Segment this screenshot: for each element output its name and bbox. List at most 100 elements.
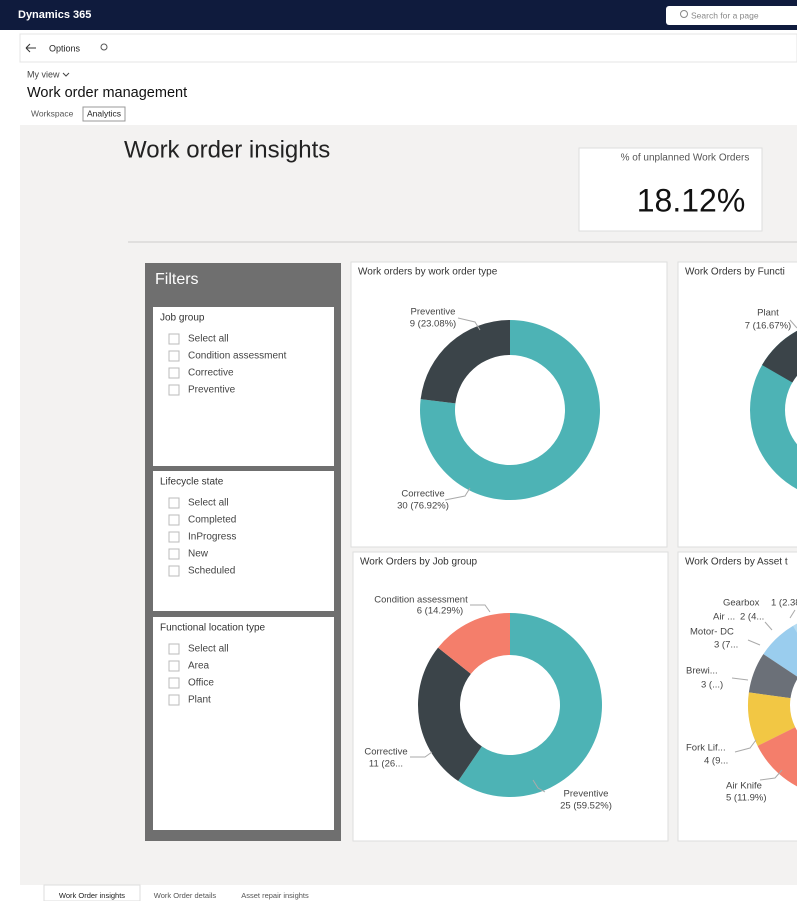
checkbox[interactable] xyxy=(168,367,180,379)
segment-label: 3 (7... xyxy=(714,640,738,651)
checkbox[interactable] xyxy=(168,677,180,689)
filter-option[interactable]: Corrective xyxy=(188,368,234,379)
donut-segment[interactable] xyxy=(748,654,797,699)
checkbox[interactable] xyxy=(168,565,180,577)
chart-title: Work Orders by Functi xyxy=(685,267,785,278)
checkbox[interactable] xyxy=(168,694,180,706)
report-tab[interactable]: Asset repair insights xyxy=(241,891,309,900)
filter-option[interactable]: Condition assessment xyxy=(188,351,287,362)
segment-name: Fork Lif... xyxy=(686,743,726,754)
report-tab[interactable]: Work Order details xyxy=(154,891,217,900)
filter-option[interactable]: InProgress xyxy=(188,532,236,543)
chart-title: Work Orders by Asset t xyxy=(685,557,788,568)
view-chevron xyxy=(62,72,70,77)
filter-card xyxy=(153,307,334,466)
donut-segment[interactable] xyxy=(420,319,510,404)
tab-selected xyxy=(82,106,126,122)
chart-title: Work orders by work order type xyxy=(358,267,498,278)
options-button[interactable]: Options xyxy=(49,43,81,53)
leader-line xyxy=(731,677,749,681)
kpi-card xyxy=(578,147,763,232)
filter-option[interactable]: Plant xyxy=(188,695,211,706)
donut-segment[interactable] xyxy=(417,647,482,782)
filter-option[interactable]: Select all xyxy=(188,498,229,509)
checkbox[interactable] xyxy=(168,643,180,655)
checkbox[interactable] xyxy=(168,350,180,362)
filter-option[interactable]: Area xyxy=(188,661,210,672)
filter-option[interactable]: Scheduled xyxy=(188,566,235,577)
segment-label: 5 (11.9%) xyxy=(726,793,766,804)
kpi-label: % of unplanned Work Orders xyxy=(621,153,750,164)
command-search[interactable] xyxy=(100,43,108,51)
segment-name: Corrective xyxy=(401,489,444,500)
checkbox[interactable] xyxy=(168,548,180,560)
filter-option[interactable]: New xyxy=(188,549,209,560)
donut-segment[interactable] xyxy=(438,613,510,674)
leader-line xyxy=(759,769,783,781)
segment-label: 3 (...) xyxy=(701,680,723,691)
filter-option[interactable]: Select all xyxy=(188,644,229,655)
checkbox[interactable] xyxy=(168,660,180,672)
checkbox[interactable] xyxy=(168,497,180,509)
segment-name: Condition assessment xyxy=(374,595,468,606)
report-title: Work order insights xyxy=(124,136,330,163)
donut-rest xyxy=(750,330,797,490)
leader-line xyxy=(410,751,433,758)
donut-segment[interactable] xyxy=(762,320,797,383)
segment-name: Preventive xyxy=(564,789,609,800)
app-name[interactable]: Dynamics 365 xyxy=(18,9,91,21)
view-selector[interactable]: My view xyxy=(27,69,60,79)
segment-name: Corrective xyxy=(364,747,407,758)
filter-option[interactable]: Completed xyxy=(188,515,236,526)
checkbox[interactable] xyxy=(168,514,180,526)
command-bar xyxy=(19,33,797,63)
checkbox[interactable] xyxy=(168,333,180,345)
filter-option[interactable]: Preventive xyxy=(188,385,236,396)
tab-workspace[interactable]: Workspace xyxy=(31,108,74,118)
report-tab-bar xyxy=(0,885,797,901)
donut-segment[interactable] xyxy=(793,616,797,662)
donut-segment[interactable] xyxy=(420,320,600,500)
donut-segment[interactable] xyxy=(458,613,602,797)
leader-line xyxy=(532,779,546,793)
filter-option[interactable]: Office xyxy=(188,678,214,689)
filter-title: Lifecycle state xyxy=(160,477,224,488)
donut-segment[interactable] xyxy=(748,692,796,746)
back-button[interactable] xyxy=(25,43,36,53)
segment-name: Preventive xyxy=(411,307,456,318)
leader-line xyxy=(789,609,796,619)
segment-name: Motor- DC xyxy=(690,627,734,638)
donut-segment[interactable] xyxy=(763,625,797,677)
checkbox[interactable] xyxy=(168,531,180,543)
segment-label: 9 (23.08%) xyxy=(410,319,456,330)
segment-name: Air Knife xyxy=(726,781,762,792)
leader-line xyxy=(457,317,481,331)
search-box[interactable] xyxy=(666,6,797,25)
segment-label: 11 (26... xyxy=(369,759,403,770)
report-tab[interactable]: Work Order insights xyxy=(59,891,125,900)
segment-label: 1 (2.38 xyxy=(771,598,797,609)
filters-title: Filters xyxy=(155,271,199,288)
donut-segment[interactable] xyxy=(757,727,797,791)
segment-name: Brewi... xyxy=(686,666,718,677)
segment-name: Gearbox xyxy=(723,598,760,609)
leader-line xyxy=(470,604,491,613)
kpi-value: 18.12% xyxy=(637,182,746,218)
segment-name: Plant xyxy=(757,308,779,319)
filter-card xyxy=(153,471,334,611)
search-icon xyxy=(680,10,688,18)
segment-label: 25 (59.52%) xyxy=(560,801,612,812)
leader-line xyxy=(764,621,773,631)
leader-line xyxy=(444,487,471,501)
checkbox[interactable] xyxy=(168,384,180,396)
filter-title: Job group xyxy=(160,313,205,324)
filter-card xyxy=(153,617,334,830)
filter-option[interactable]: Select all xyxy=(188,334,229,345)
leader-line xyxy=(747,639,761,646)
tab-analytics[interactable]: Analytics xyxy=(87,108,121,118)
search-placeholder[interactable]: Search for a page xyxy=(691,10,759,20)
filter-title: Functional location type xyxy=(160,623,266,634)
page-title: Work order management xyxy=(27,85,187,101)
